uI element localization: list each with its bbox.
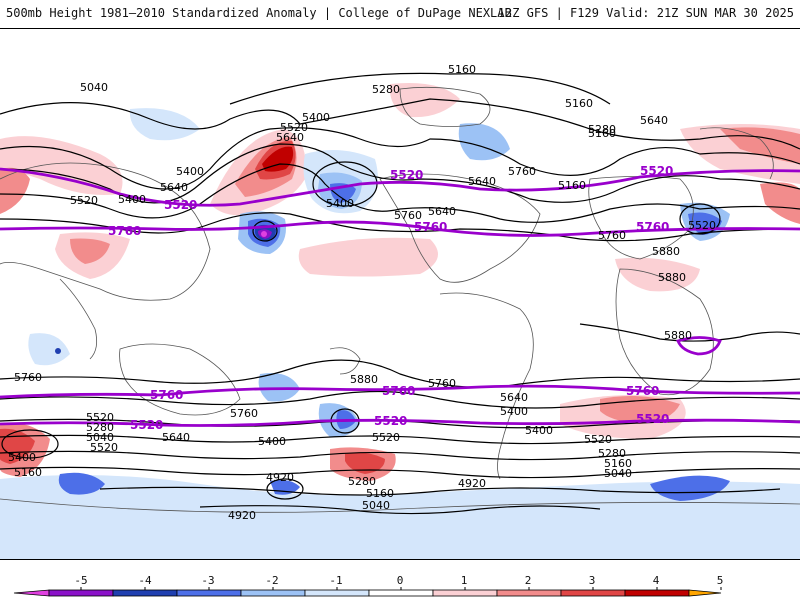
colorbar-tick-label: -4 (138, 574, 152, 587)
colorbar-tick-label: 0 (397, 574, 404, 587)
contour-label: 5760 (598, 229, 626, 242)
highlight-contour-label: 5520 (640, 164, 673, 178)
coastlines (0, 86, 800, 513)
highlight-contour-label: 5760 (382, 384, 415, 398)
highlight-contour-label: 5760 (414, 220, 447, 234)
colorbar-tick-label: -5 (74, 574, 87, 587)
highlight-contour-label: 5520 (164, 198, 197, 212)
contour-label: 5640 (160, 181, 188, 194)
contour-label: 5160 (565, 97, 593, 110)
highlight-contour-label: 5520 (390, 168, 423, 182)
weather-map: 5160 5040 5280 5400 5520 5640 5160 5280 … (0, 28, 800, 560)
colorbar-tick-label: 4 (653, 574, 660, 587)
contour-label: 5280 (372, 83, 400, 96)
contour-label: 5280 (588, 123, 616, 136)
colorbar-swatch (176, 589, 242, 597)
contour-label: 5040 (80, 81, 108, 94)
contour-labels: 5160 5040 5280 5400 5520 5640 5160 5280 … (8, 63, 716, 522)
contour-label: 5520 (90, 441, 118, 454)
contour-label: 5040 (86, 431, 114, 444)
colorbar-tick-label: -3 (201, 574, 214, 587)
contour-label: 5520 (86, 411, 114, 424)
colorbar-swatch (368, 589, 434, 597)
highlight-contour-label: 5520 (374, 414, 407, 428)
anomaly-colorbar: -5 -4 -3 -2 -1 0 1 2 3 4 5 (0, 560, 800, 600)
contour-label: 5640 (428, 205, 456, 218)
colorbar-tick-label: 2 (525, 574, 532, 587)
contour-label: 5520 (372, 431, 400, 444)
contour-label: 5880 (652, 245, 680, 258)
colorbar-swatch (240, 589, 306, 597)
contour-label: 5040 (604, 467, 632, 480)
contour-label: 5040 (362, 499, 390, 512)
colorbar-swatch (432, 589, 498, 597)
contour-label: 5400 (176, 165, 204, 178)
contour-label: 5640 (162, 431, 190, 444)
highlight-contour-label: 5760 (150, 388, 183, 402)
contour-label: 5400 (118, 193, 146, 206)
highlight-contour-label: 5520 (636, 412, 669, 426)
colorbar-tick-label: -2 (265, 574, 278, 587)
contour-label: 5280 (598, 447, 626, 460)
colorbar-swatch (112, 589, 178, 597)
contour-label: 5880 (664, 329, 692, 342)
map-header: 500mb Height 1981–2010 Standardized Anom… (0, 0, 800, 28)
colorbar-swatch (13, 589, 50, 597)
highlight-contour-label: 5760 (108, 224, 141, 238)
contour-label: 5640 (468, 175, 496, 188)
contour-label: 5880 (658, 271, 686, 284)
contour-label: 5160 (14, 466, 42, 479)
contour-label: 5760 (230, 407, 258, 420)
contour-label: 5400 (8, 451, 36, 464)
contour-label: 5400 (500, 405, 528, 418)
contour-label: 5880 (350, 373, 378, 386)
colorbar-swatch (624, 589, 690, 597)
colorbar-tick-label: 1 (461, 574, 468, 587)
contour-label: 5520 (280, 121, 308, 134)
contour-label: 5760 (428, 377, 456, 390)
contour-label: 5400 (302, 111, 330, 124)
colorbar-swatch (496, 589, 562, 597)
highlight-contour-label: 5520 (130, 418, 163, 432)
contour-label: 4920 (228, 509, 256, 522)
colorbar-swatch (688, 589, 722, 597)
contour-label: 5160 (366, 487, 394, 500)
contour-label: 5400 (326, 197, 354, 210)
contour-label: 5400 (525, 424, 553, 437)
contour-label: 5760 (394, 209, 422, 222)
highlight-contour-label: 5760 (636, 220, 669, 234)
colorbar-swatch (48, 589, 114, 597)
colorbar-swatch (304, 589, 370, 597)
contour-label: 5760 (14, 371, 42, 384)
contour-label: 5520 (584, 433, 612, 446)
contour-label: 5160 (604, 457, 632, 470)
contour-label: 4920 (458, 477, 486, 490)
colorbar-tick-label: 5 (717, 574, 724, 587)
colorbar-tick-label: -1 (329, 574, 342, 587)
model-run-info: 12Z GFS | F129 Valid: 21Z SUN MAR 30 202… (497, 6, 794, 20)
contour-label: 5400 (258, 435, 286, 448)
contour-label: 5520 (688, 219, 716, 232)
contour-label: 5280 (86, 421, 114, 434)
contour-label: 5640 (276, 131, 304, 144)
contour-label: 5280 (348, 475, 376, 488)
contour-label: 4920 (266, 471, 294, 484)
colorbar-tick-label: 3 (589, 574, 596, 587)
contour-label: 5640 (640, 114, 668, 127)
height-contours (0, 72, 800, 515)
contour-label: 5760 (508, 165, 536, 178)
contour-label: 5160 (448, 63, 476, 76)
colorbar-ticks (80, 587, 722, 590)
colorbar-swatches (13, 589, 722, 597)
map-title: 500mb Height 1981–2010 Standardized Anom… (6, 6, 512, 20)
contour-label: 5520 (70, 194, 98, 207)
contour-label: 5160 (558, 179, 586, 192)
highlight-contour-label: 5760 (626, 384, 659, 398)
contour-label: 5640 (500, 391, 528, 404)
colorbar-swatch (560, 589, 626, 597)
highlight-contours (0, 167, 800, 427)
contour-label: 5160 (588, 127, 616, 140)
